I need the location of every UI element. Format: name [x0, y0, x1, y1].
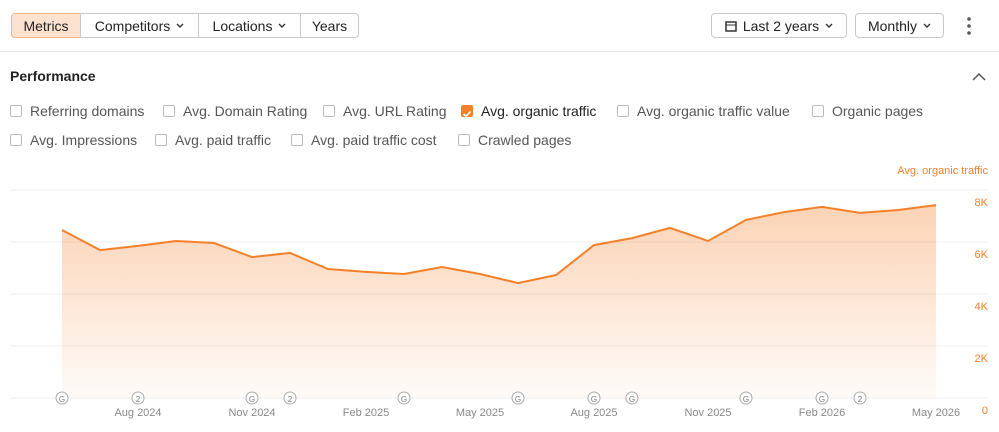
annotation-marker [55, 391, 69, 405]
tab-label: Metrics [23, 17, 69, 34]
x-tick-label: Nov 2025 [684, 407, 731, 419]
annotation-marker [511, 391, 525, 405]
chevron [278, 23, 286, 28]
chevron [176, 23, 184, 28]
metric-label: Avg. paid traffic [175, 132, 271, 148]
annotation-marker [131, 391, 145, 405]
check [462, 110, 472, 118]
annotation-marker [853, 391, 867, 405]
more-menu[interactable] [964, 16, 974, 36]
checkbox [155, 134, 167, 146]
checkbox [10, 134, 22, 146]
metric-checkbox[interactable]: Avg. Impressions [10, 130, 137, 150]
checkbox [617, 105, 629, 117]
annotation-marker [283, 391, 297, 405]
annotation-label: G [743, 395, 749, 404]
tab-label: Years [311, 17, 348, 34]
annotation-label: 2 [136, 395, 141, 404]
metric-label: Referring domains [30, 103, 145, 119]
x-tick-label: Feb 2026 [799, 407, 845, 419]
x-tick-label: May 2025 [456, 407, 504, 419]
y-axis-label: Avg. organic traffic [897, 165, 988, 177]
annotation-marker [397, 391, 411, 405]
metric-label: Avg. organic traffic value [637, 103, 790, 119]
chevron [825, 23, 833, 28]
y-tick-label: 2K [975, 353, 989, 365]
annotation-label: G [249, 395, 255, 404]
metric-checkbox[interactable]: Avg. organic traffic value [617, 101, 790, 121]
metric-label: Avg. Domain Rating [183, 103, 308, 119]
checkbox [812, 105, 824, 117]
collapse-icon[interactable] [972, 72, 986, 82]
tab-label: Competitors [94, 17, 171, 34]
interval-label: Monthly [867, 17, 918, 34]
x-tick-label: Aug 2024 [114, 407, 161, 419]
annotation-marker [625, 391, 639, 405]
chart: Avg. organic traffic 0 2K 4K 6K 8K Aug 2024 No… [10, 165, 989, 419]
x-tick-label: Aug 2025 [570, 407, 617, 419]
y-tick-label: 6K [975, 249, 989, 261]
annotation-label: 2 [858, 395, 863, 404]
metric-checkbox[interactable]: Avg. paid traffic cost [291, 130, 437, 150]
annotation-label: G [591, 395, 597, 404]
annotation-label: G [819, 395, 825, 404]
metric-label: Avg. organic traffic [481, 103, 597, 119]
annotation-marker [815, 391, 829, 405]
divider [0, 51, 999, 52]
annotation-label: G [515, 395, 521, 404]
annotation-marker [587, 391, 601, 405]
y-tick-label: 8K [975, 197, 989, 209]
annotation-label: G [401, 395, 407, 404]
checkbox [163, 105, 175, 117]
x-tick-label: May 2026 [912, 407, 960, 419]
checkbox [458, 134, 470, 146]
tab[interactable]: Locations [198, 13, 301, 38]
annotation-label: 2 [288, 395, 293, 404]
metric-checkbox[interactable]: Avg. paid traffic [155, 130, 271, 150]
metric-label: Avg. URL Rating [343, 103, 447, 119]
area [62, 205, 936, 398]
tab[interactable]: Metrics [11, 13, 81, 38]
line [61, 204, 937, 285]
annotation-label: G [629, 395, 635, 404]
metric-checkbox[interactable]: Referring domains [10, 101, 144, 121]
checkbox [291, 134, 303, 146]
metric-label: Organic pages [832, 103, 924, 119]
metric-checkbox[interactable]: Avg. organic traffic [461, 101, 596, 121]
metric-label: Avg. paid traffic cost [311, 132, 437, 148]
metric-label: Crawled pages [478, 132, 572, 148]
calendar-icon [725, 20, 737, 32]
metric-checkbox[interactable]: Crawled pages [458, 130, 571, 150]
period-button[interactable]: Last 2 years [711, 13, 847, 38]
checkbox [10, 105, 22, 117]
annotation-marker [245, 391, 259, 405]
tab[interactable]: Competitors [80, 13, 199, 38]
section-title: Performance [10, 68, 96, 84]
y-tick-label: 4K [975, 301, 989, 313]
metric-label: Avg. Impressions [30, 132, 138, 148]
metric-checkbox[interactable]: Avg. Domain Rating [163, 101, 307, 121]
annotation-marker [739, 391, 753, 405]
period-label: Last 2 years [742, 17, 820, 34]
metric-checkbox[interactable]: Avg. URL Rating [323, 101, 447, 121]
checkbox [461, 105, 473, 118]
metric-checkbox[interactable]: Organic pages [812, 101, 923, 121]
x-tick-label: Feb 2025 [343, 407, 389, 419]
tab-label: Locations [212, 17, 273, 34]
chevron [923, 23, 931, 28]
interval-button[interactable]: Monthly [855, 13, 944, 38]
annotation-label: G [59, 395, 65, 404]
y-tick-label: 0 [982, 405, 988, 417]
tab[interactable]: Years [300, 13, 359, 38]
x-tick-label: Nov 2024 [228, 407, 275, 419]
checkbox [323, 105, 335, 117]
